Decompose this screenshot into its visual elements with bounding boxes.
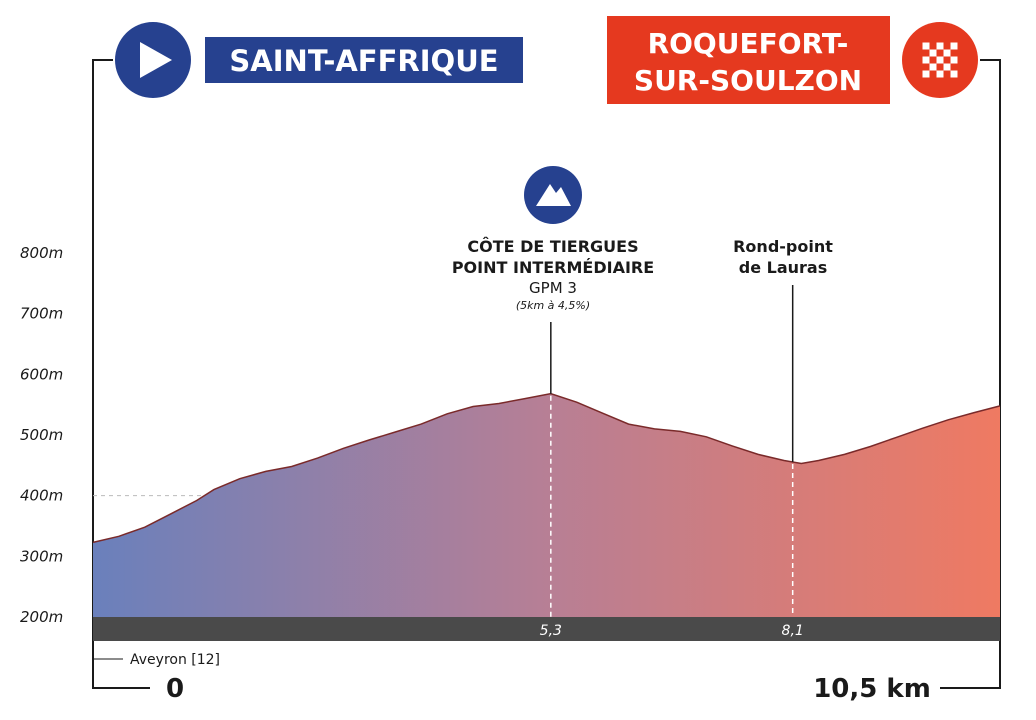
climb-category: GPM 3 (529, 279, 577, 297)
y-tick-label: 300m (20, 547, 63, 565)
start-city-name: SAINT-AFFRIQUE (229, 44, 498, 78)
distance-bar (93, 617, 1000, 641)
y-tick-label: 600m (20, 365, 63, 383)
distance-start-label: 0 (166, 674, 184, 704)
checker-square (950, 70, 958, 78)
finish-header: ROQUEFORT- SUR-SOULZON (607, 16, 978, 104)
finish-city-name-line-2: SUR-SOULZON (634, 64, 862, 97)
checker-square (936, 56, 944, 64)
checker-square (922, 42, 930, 50)
checker-square (922, 56, 930, 64)
checker-square (950, 42, 958, 50)
start-city-box (205, 37, 523, 83)
department-label: Aveyron [12] (130, 652, 220, 668)
waypoint-km-label: 8,1 (782, 623, 804, 639)
y-tick-label: 500m (20, 426, 63, 444)
elevation-area (93, 393, 1000, 617)
frame (92, 59, 1001, 689)
play-icon (140, 42, 172, 78)
start-header: SAINT-AFFRIQUE (115, 22, 523, 98)
climb-details: (5km à 4,5%) (516, 299, 590, 312)
climb-name-line-1: CÔTE DE TIERGUES (467, 237, 638, 256)
climb-km-label: 5,3 (540, 623, 562, 639)
y-tick-label: 400m (20, 487, 63, 505)
y-axis-ticks: 200m 300m 400m 500m 600m 700m 800m (20, 244, 63, 626)
checker-square (922, 70, 930, 78)
distance-end-label: 10,5 km (813, 674, 931, 704)
checker-square (929, 49, 937, 57)
y-tick-label: 200m (20, 608, 63, 626)
checkered-flag-icon (922, 42, 958, 78)
frame-left (92, 59, 150, 689)
waypoint-name-line-1: Rond-point (733, 237, 833, 256)
finish-city-name-line-1: ROQUEFORT- (648, 27, 849, 60)
finish-city-box (607, 16, 890, 104)
waypoint-name-line-2: de Lauras (739, 258, 827, 277)
checker-square (936, 42, 944, 50)
climb-annotation: CÔTE DE TIERGUES POINT INTERMÉDIAIRE GPM… (452, 166, 654, 312)
checker-square (943, 63, 951, 71)
y-tick-label: 800m (20, 244, 63, 262)
checker-square (929, 63, 937, 71)
climb-name-line-2: POINT INTERMÉDIAIRE (452, 258, 654, 277)
checker-square (950, 56, 958, 64)
mountain-icon (536, 184, 571, 206)
checker-square (943, 49, 951, 57)
checker-square (936, 70, 944, 78)
waypoint-annotation: Rond-point de Lauras (733, 237, 833, 277)
frame-right (940, 59, 1001, 689)
y-tick-label: 700m (20, 305, 63, 323)
